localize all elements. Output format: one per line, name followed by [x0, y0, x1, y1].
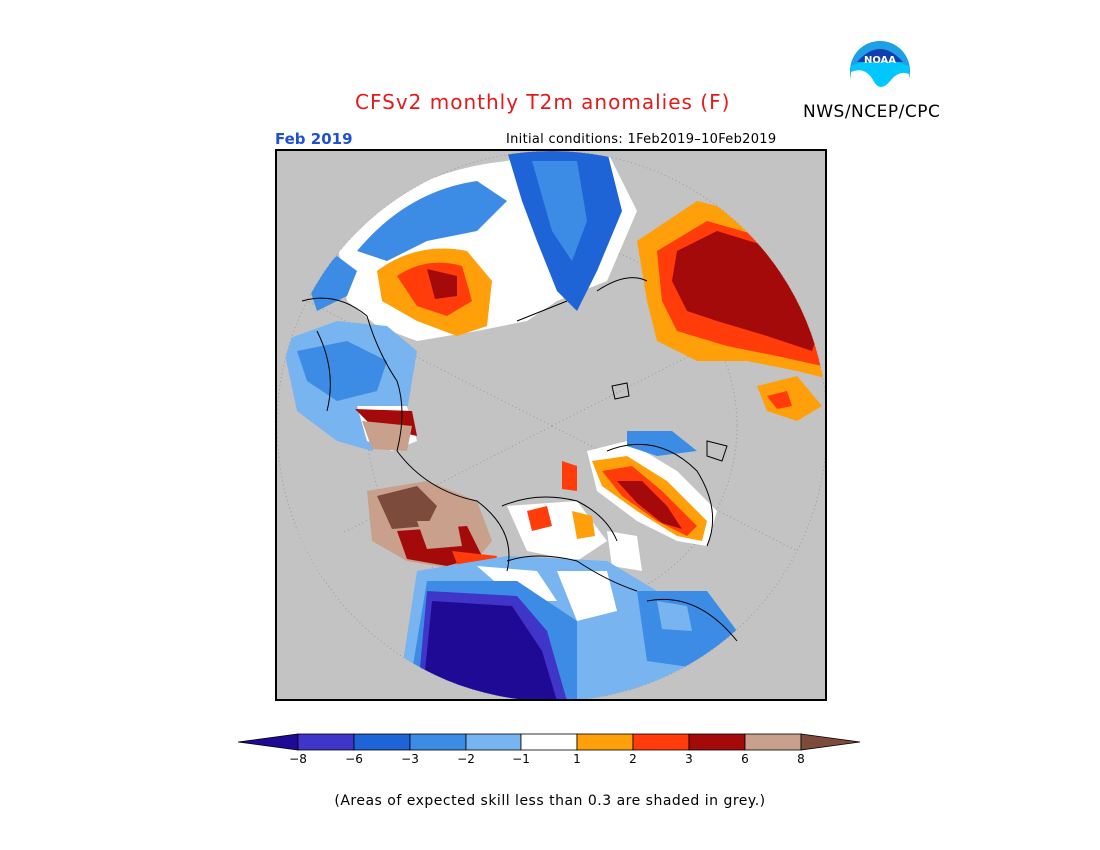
legend-swatch [297, 733, 355, 751]
legend-tick-label: 3 [685, 752, 693, 766]
legend-tick-label: 1 [573, 752, 581, 766]
noaa-logo-text: NOAA [864, 55, 896, 66]
anomaly-map-svg [277, 151, 825, 699]
legend-swatch [744, 733, 802, 751]
legend-swatch [409, 733, 467, 751]
legend-swatch [632, 733, 690, 751]
chart-title: CFSv2 monthly T2m anomalies (F) [355, 90, 731, 114]
legend-swatch [688, 733, 746, 751]
legend-swatch [353, 733, 411, 751]
legend-tick-label: −3 [401, 752, 419, 766]
legend-tick-label: 8 [797, 752, 805, 766]
noaa-logo: NOAA [850, 41, 910, 102]
legend-swatch [465, 733, 522, 751]
legend-arrow-low [238, 733, 299, 751]
legend-swatch [576, 733, 634, 751]
forecast-month: Feb 2019 [275, 130, 353, 148]
legend-arrow-high [800, 733, 861, 751]
polar-map [275, 149, 827, 701]
legend-tick-label: −2 [457, 752, 475, 766]
initial-conditions: Initial conditions: 1Feb2019–10Feb2019 [506, 132, 777, 147]
legend-tick-label: −1 [512, 752, 530, 766]
legend-swatch [520, 733, 578, 751]
legend-tick-label: 2 [629, 752, 637, 766]
legend-tick-label: 6 [741, 752, 749, 766]
coastlines [301, 277, 738, 642]
skill-footnote: (Areas of expected skill less than 0.3 a… [334, 793, 766, 809]
anomaly-fields [282, 151, 825, 699]
legend-tick-label: −6 [345, 752, 363, 766]
agency-label: NWS/NCEP/CPC [803, 102, 941, 122]
color-legend [238, 733, 861, 751]
legend-tick-label: −8 [289, 752, 307, 766]
